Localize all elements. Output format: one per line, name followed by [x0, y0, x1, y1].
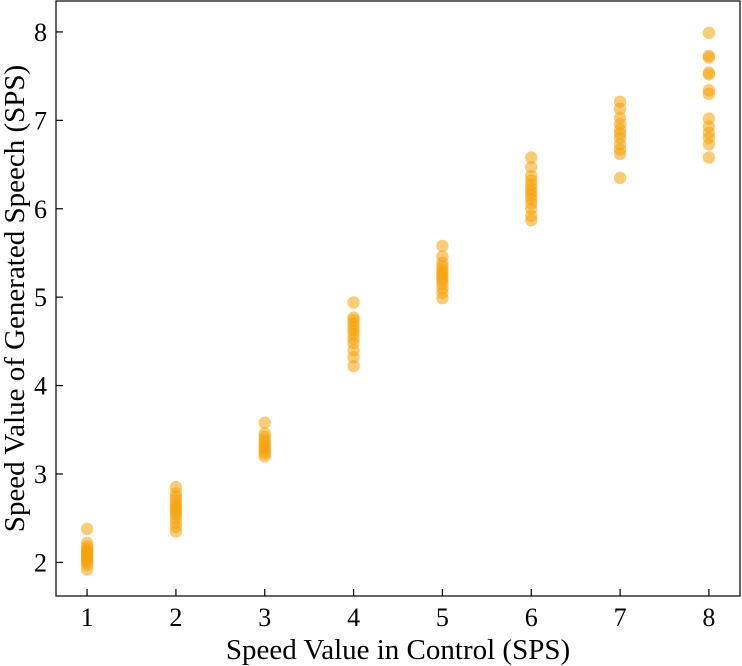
data-point — [258, 416, 271, 429]
data-point — [702, 26, 716, 40]
data-point — [169, 481, 183, 494]
x-tick-label: 1 — [81, 603, 94, 632]
data-point — [436, 250, 449, 263]
data-point — [613, 171, 627, 185]
y-tick-label: 2 — [34, 548, 47, 577]
data-point — [258, 427, 271, 440]
data-points — [80, 26, 716, 576]
data-point — [525, 151, 538, 164]
data-point — [80, 536, 94, 550]
data-point — [702, 151, 716, 164]
y-tick-label: 7 — [34, 106, 47, 135]
data-point — [525, 161, 538, 174]
y-tick-label: 3 — [34, 460, 47, 489]
x-axis-title: Speed Value in Control (SPS) — [226, 634, 570, 666]
y-axis-title: Speed Value of Generated Speech (SPS) — [0, 65, 31, 532]
data-point — [347, 359, 360, 373]
x-tick-label: 7 — [614, 603, 627, 632]
x-tick-label: 4 — [347, 603, 360, 632]
data-point — [702, 84, 716, 97]
plot-frame — [55, 0, 741, 597]
y-tick-label: 4 — [34, 372, 47, 401]
data-point — [347, 296, 360, 309]
data-point — [436, 239, 449, 253]
y-tick-label: 8 — [34, 18, 47, 47]
y-tick-label: 6 — [34, 195, 47, 224]
x-tick-label: 5 — [436, 603, 449, 632]
data-point — [347, 311, 360, 324]
data-point — [525, 169, 538, 183]
x-tick-label: 2 — [169, 603, 182, 632]
y-axis-ticks: 2 3 4 5 6 7 8 — [34, 18, 63, 577]
data-point — [702, 112, 716, 125]
x-tick-label: 8 — [702, 603, 715, 632]
x-tick-label: 6 — [525, 603, 538, 632]
x-tick-label: 3 — [258, 603, 271, 632]
data-point — [80, 522, 94, 536]
x-axis-ticks: 1 2 3 4 5 6 7 8 — [81, 589, 715, 632]
data-point — [702, 49, 716, 63]
data-point — [702, 66, 716, 79]
data-point — [613, 95, 627, 108]
y-tick-label: 5 — [34, 283, 47, 312]
data-point — [613, 111, 627, 124]
